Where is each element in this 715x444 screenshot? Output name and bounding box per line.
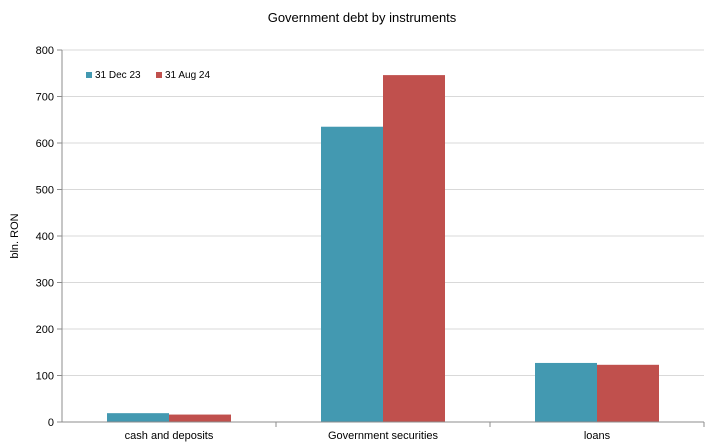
bar <box>383 75 445 423</box>
y-tick-label: 200 <box>36 324 54 336</box>
legend-swatch <box>86 72 92 78</box>
y-tick-label: 600 <box>36 138 54 150</box>
bar <box>535 362 597 422</box>
y-tick-label: 400 <box>36 231 54 243</box>
x-tick-label: Government securities <box>328 430 439 442</box>
x-tick-label: cash and deposits <box>125 430 214 442</box>
y-tick-label: 800 <box>36 45 54 57</box>
y-tick-label: 700 <box>36 92 54 104</box>
y-tick-label: 100 <box>36 371 54 383</box>
chart-title: Government debt by instruments <box>268 10 457 25</box>
y-tick-label: 300 <box>36 278 54 290</box>
legend-label: 31 Dec 23 <box>95 70 141 81</box>
legend-label: 31 Aug 24 <box>165 70 210 81</box>
bar <box>597 364 659 422</box>
x-tick-label: loans <box>584 430 611 442</box>
y-axis-label: bln. RON <box>9 213 21 258</box>
legend-swatch <box>156 72 162 78</box>
bar <box>321 126 383 422</box>
y-tick-label: 500 <box>36 185 54 197</box>
bar <box>107 413 169 422</box>
y-tick-label: 0 <box>48 417 54 429</box>
bar <box>169 414 231 422</box>
legend: 31 Dec 23 31 Aug 24 <box>86 70 210 81</box>
